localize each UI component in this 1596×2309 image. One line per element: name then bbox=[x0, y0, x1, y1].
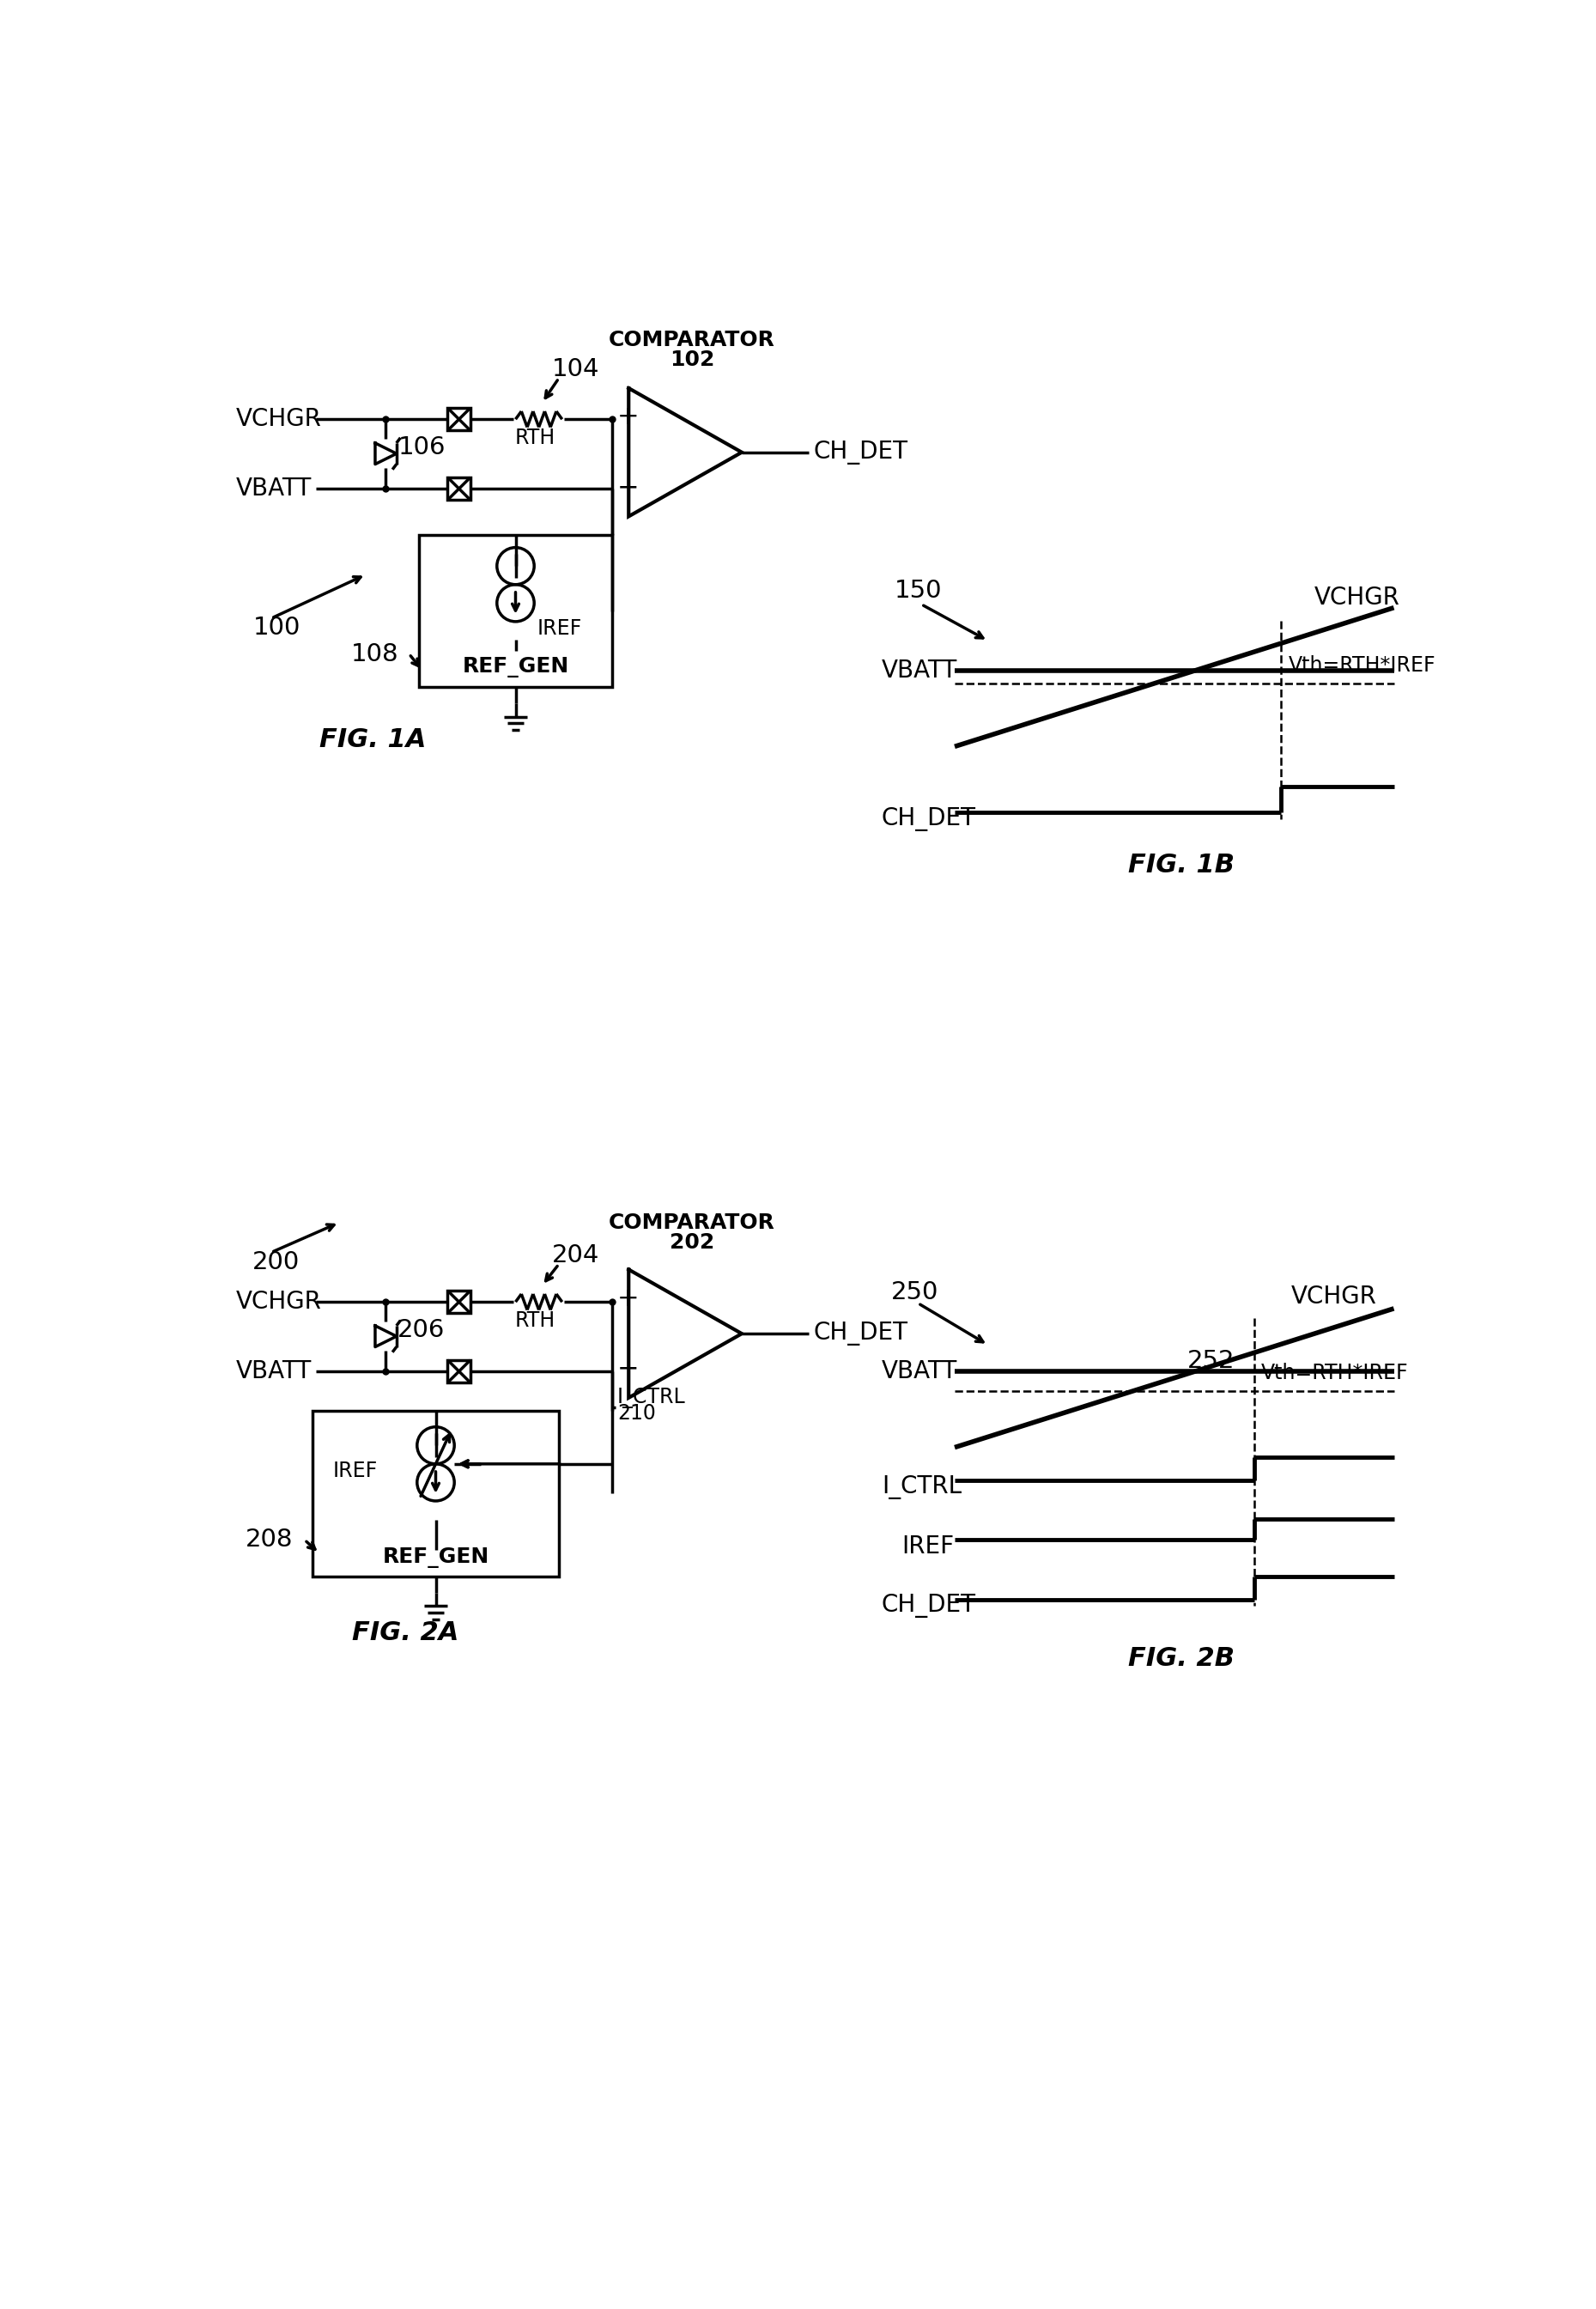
Text: 100: 100 bbox=[252, 617, 300, 640]
Text: RTH: RTH bbox=[516, 1309, 555, 1330]
Text: VCHGR: VCHGR bbox=[236, 406, 322, 432]
Text: VCHGR: VCHGR bbox=[1291, 1284, 1376, 1309]
Bar bbox=[448, 478, 471, 501]
Text: FIG. 1B: FIG. 1B bbox=[1128, 852, 1234, 877]
Text: 250: 250 bbox=[892, 1279, 938, 1305]
Text: VCHGR: VCHGR bbox=[236, 1291, 322, 1314]
Text: IREF: IREF bbox=[902, 1535, 954, 1559]
Text: CH_DET: CH_DET bbox=[814, 1321, 908, 1346]
Text: 210: 210 bbox=[618, 1402, 656, 1422]
Text: REF_GEN: REF_GEN bbox=[383, 1547, 488, 1568]
Text: 102: 102 bbox=[669, 349, 715, 369]
Text: CH_DET: CH_DET bbox=[881, 1593, 975, 1619]
Text: 106: 106 bbox=[397, 434, 445, 459]
Text: +: + bbox=[618, 1286, 640, 1312]
Text: 204: 204 bbox=[552, 1245, 600, 1268]
Text: I_CTRL: I_CTRL bbox=[618, 1388, 686, 1408]
Text: 252: 252 bbox=[1187, 1348, 1235, 1374]
Text: 208: 208 bbox=[246, 1529, 292, 1552]
Text: FIG. 1A: FIG. 1A bbox=[319, 727, 426, 753]
Text: 108: 108 bbox=[351, 642, 399, 665]
Text: VBATT: VBATT bbox=[881, 1360, 958, 1383]
Bar bbox=[448, 409, 471, 429]
Text: CH_DET: CH_DET bbox=[814, 441, 908, 464]
Text: 200: 200 bbox=[252, 1249, 300, 1275]
Text: Vth=RTH*IREF: Vth=RTH*IREF bbox=[1261, 1362, 1408, 1383]
Text: IREF: IREF bbox=[332, 1459, 377, 1480]
Text: I_CTRL: I_CTRL bbox=[881, 1475, 961, 1499]
Text: IREF: IREF bbox=[536, 619, 581, 640]
Text: FIG. 2A: FIG. 2A bbox=[353, 1621, 460, 1644]
Text: 202: 202 bbox=[669, 1233, 715, 1254]
Bar bbox=[420, 536, 611, 688]
Text: VCHGR: VCHGR bbox=[1314, 586, 1400, 610]
Text: RTH: RTH bbox=[516, 427, 555, 448]
Bar bbox=[313, 1411, 559, 1577]
Text: 150: 150 bbox=[895, 580, 943, 603]
Text: REF_GEN: REF_GEN bbox=[463, 656, 568, 677]
Text: 206: 206 bbox=[397, 1318, 445, 1342]
Text: VBATT: VBATT bbox=[236, 1360, 311, 1383]
Text: +: + bbox=[618, 404, 640, 429]
Text: COMPARATOR: COMPARATOR bbox=[608, 1212, 776, 1233]
Text: 104: 104 bbox=[552, 358, 600, 381]
Bar bbox=[448, 1291, 471, 1314]
Text: −: − bbox=[618, 476, 640, 499]
Text: −: − bbox=[618, 1355, 640, 1381]
Text: COMPARATOR: COMPARATOR bbox=[608, 330, 776, 351]
Bar bbox=[448, 1360, 471, 1383]
Text: VBATT: VBATT bbox=[236, 476, 311, 501]
Text: FIG. 2B: FIG. 2B bbox=[1128, 1646, 1234, 1672]
Text: CH_DET: CH_DET bbox=[881, 808, 975, 831]
Text: VBATT: VBATT bbox=[881, 658, 958, 683]
Text: Vth=RTH*IREF: Vth=RTH*IREF bbox=[1288, 656, 1436, 677]
